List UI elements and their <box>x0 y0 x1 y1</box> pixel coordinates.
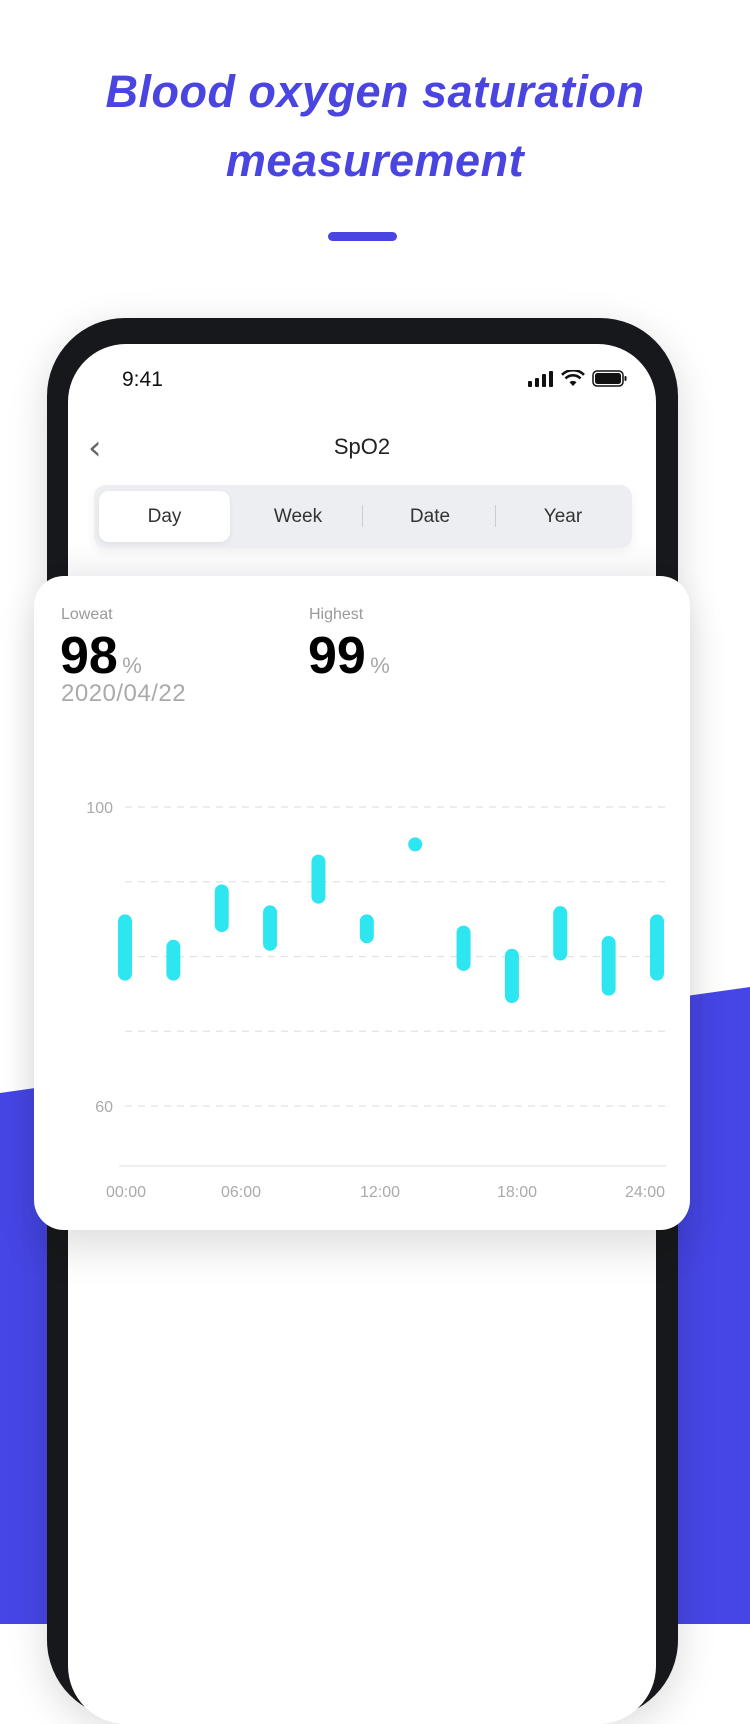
data-point <box>408 837 423 852</box>
range-bar <box>601 936 616 996</box>
y-tick-label: 60 <box>95 1099 113 1116</box>
range-bar <box>359 914 374 944</box>
battery-icon <box>592 370 627 387</box>
x-tick-label: 18:00 <box>497 1184 537 1201</box>
tab-week[interactable]: Week <box>273 506 323 527</box>
range-bar <box>456 925 471 971</box>
range-bar <box>263 905 278 951</box>
wifi-icon <box>561 370 585 386</box>
range-bar <box>166 939 181 981</box>
highest-label: Highest <box>309 606 364 623</box>
range-bar <box>118 914 132 981</box>
accent-divider <box>328 232 397 241</box>
headline-line-1: Blood oxygen saturation <box>105 66 645 117</box>
tab-date[interactable]: Date <box>409 506 451 527</box>
x-tick-label: 00:00 <box>106 1184 146 1201</box>
range-bar <box>214 884 229 933</box>
tab-year[interactable]: Year <box>543 506 583 527</box>
cellular-signal-icon <box>528 370 553 387</box>
x-tick-label: 24:00 <box>625 1184 665 1201</box>
range-bar <box>553 906 568 961</box>
x-tick-label: 06:00 <box>221 1184 261 1201</box>
lowest-value: 98 <box>60 627 118 685</box>
highest-value: 99 <box>308 627 366 685</box>
reading-date: 2020/04/22 <box>61 680 187 707</box>
tab-divider <box>362 505 363 527</box>
lowest-reading: 98 % <box>60 626 142 686</box>
tab-day[interactable]: Day <box>99 491 230 542</box>
range-bar <box>504 948 519 1004</box>
spo2-chart: 100 60 00:00 06:00 12:00 18:00 24:00 <box>86 800 666 1201</box>
period-segmented-control: Day Week Date Year <box>94 485 632 548</box>
spo2-card: Loweat 98 % 2020/04/22 Highest 99 % 100 6… <box>34 576 690 1230</box>
lowest-unit: % <box>122 653 142 678</box>
status-icons <box>528 370 628 387</box>
range-bar <box>311 854 326 904</box>
chevron-left-icon[interactable]: ‹ <box>88 428 102 468</box>
page-title: SpO2 <box>333 434 391 459</box>
x-tick-label: 12:00 <box>360 1184 400 1201</box>
highest-unit: % <box>370 653 390 678</box>
tab-divider <box>495 505 496 527</box>
y-tick-label: 100 <box>86 800 113 817</box>
headline-line-2: measurement <box>225 135 525 186</box>
highest-reading: 99 % <box>308 626 390 686</box>
lowest-label: Loweat <box>61 606 113 623</box>
status-time: 9:41 <box>122 368 163 391</box>
range-bar <box>650 914 664 981</box>
